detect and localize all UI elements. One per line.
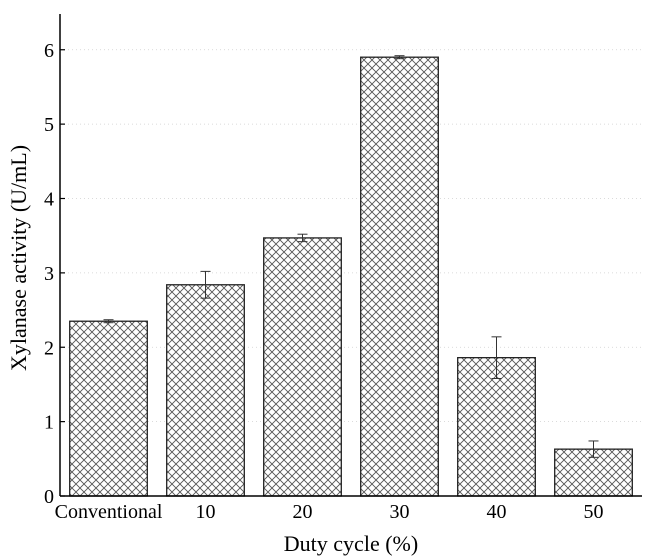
y-tick-label: 0: [44, 486, 54, 508]
bar: [263, 237, 342, 497]
x-tick-label: Conventional: [55, 501, 163, 523]
y-tick-label: 6: [44, 40, 54, 62]
x-tick-label: 50: [584, 501, 604, 523]
error-bar: [103, 319, 114, 324]
y-tick-label: 2: [44, 337, 54, 359]
bars: [69, 56, 633, 497]
x-tick-label: 20: [293, 501, 313, 523]
y-tick-label: 3: [44, 263, 54, 285]
y-tick-label: 1: [44, 412, 54, 434]
bar: [360, 56, 439, 497]
error-bars: [103, 55, 599, 458]
y-tick-label: 5: [44, 114, 54, 136]
bar: [457, 357, 536, 497]
x-axis-ticks: Conventional 10 20 30 40 50: [55, 501, 604, 523]
bar: [166, 284, 245, 497]
x-tick-label: 30: [390, 501, 410, 523]
error-bar: [491, 336, 502, 379]
x-axis-title: Duty cycle (%): [284, 531, 418, 556]
error-bar: [200, 270, 211, 299]
error-bar: [588, 440, 599, 458]
y-tick-label: 4: [44, 189, 54, 211]
x-tick-label: 10: [196, 501, 216, 523]
bar: [69, 320, 148, 497]
x-tick-label: 40: [487, 501, 507, 523]
y-axis-ticks: 0 1 2 3 4 5 6: [44, 40, 65, 508]
y-axis-title: Xylanase activity (U/mL): [6, 145, 31, 371]
error-bar: [297, 233, 308, 243]
error-bar: [394, 55, 405, 60]
gridlines: [60, 49, 642, 423]
